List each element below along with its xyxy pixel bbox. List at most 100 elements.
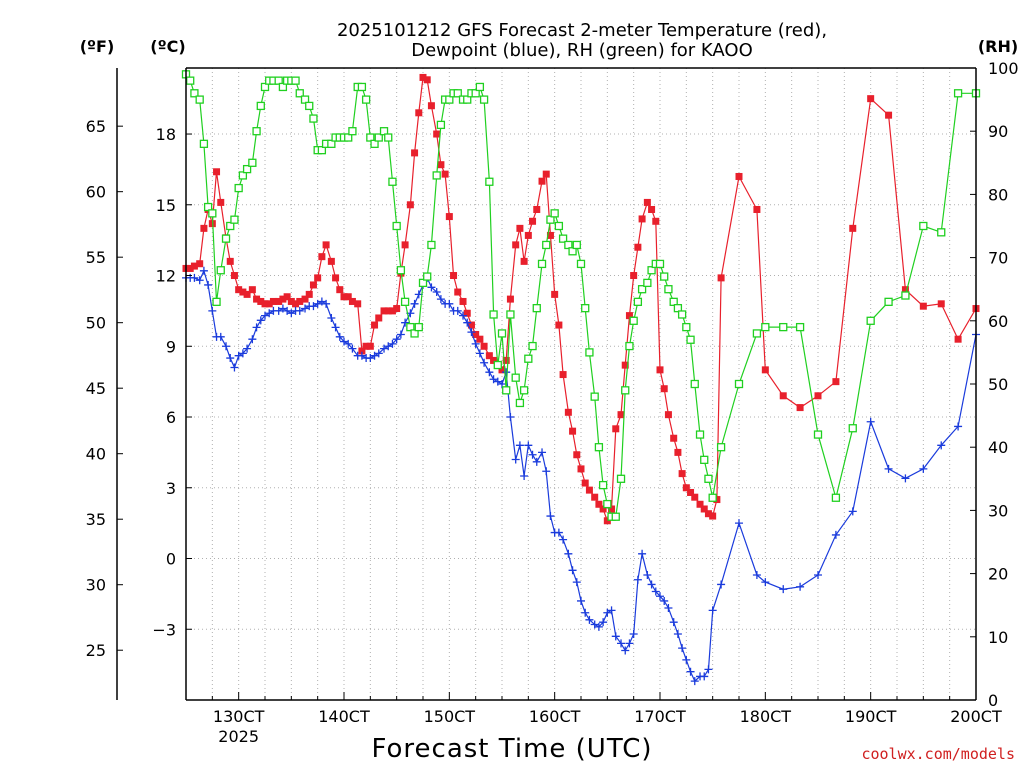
celsius-unit-label: (ºC) (150, 37, 185, 56)
temperature-point (849, 224, 857, 232)
rh-point (195, 95, 204, 104)
dewpoint-point (396, 330, 405, 339)
temperature-point (318, 253, 326, 261)
temperature-point (433, 130, 441, 138)
rh-point (274, 76, 283, 85)
temperature-point (415, 109, 423, 117)
dewpoint-point (498, 380, 506, 388)
rh-point (309, 114, 318, 123)
dewpoint-point (559, 535, 568, 544)
rh-point (238, 171, 248, 180)
rh-point (361, 95, 371, 104)
rh-point (379, 127, 389, 136)
dewpoint-point (568, 566, 577, 575)
temperature-point (239, 288, 247, 296)
dewpoint-point (796, 582, 805, 591)
dewpoint-point (453, 306, 462, 315)
rh-point (291, 76, 300, 85)
celsius-tick-label: 12 (156, 267, 176, 286)
temperature-point (261, 300, 269, 308)
dewpoint-point (226, 354, 235, 363)
rh-point (695, 430, 705, 439)
rh-point (414, 322, 423, 332)
x-axis-title: Forecast Time (UTC) (371, 734, 652, 764)
temperature-point (384, 307, 392, 315)
chart-title-line-1: 2025101212 GFS Forecast 2-meter Temperat… (337, 20, 827, 41)
rh-point (406, 322, 415, 332)
dewpoint-point (594, 622, 603, 631)
temperature-point (591, 493, 599, 501)
rh-point (568, 247, 577, 256)
dewpoint-point (590, 620, 599, 629)
dewpoint-point (524, 441, 533, 450)
dewpoint-point (704, 665, 713, 674)
dewpoint-point (735, 519, 743, 528)
rh-point (704, 474, 713, 483)
rh-point (542, 240, 551, 250)
rh-point (716, 443, 726, 452)
rh-point (212, 297, 221, 306)
dewpoint-point (370, 351, 379, 360)
rh-point (519, 386, 529, 395)
rh-point (831, 493, 841, 502)
rh-point (901, 291, 910, 300)
temperature-point (467, 321, 475, 329)
rh-point (485, 177, 494, 186)
temperature-point (253, 295, 261, 303)
rh-point (576, 259, 586, 269)
dewpoint-point (686, 667, 695, 676)
temperature-point (713, 496, 721, 504)
temperature-point (648, 205, 656, 213)
rh-point (226, 221, 235, 231)
dewpoint-point (621, 646, 630, 655)
rh-point (230, 215, 239, 224)
temperature-point (779, 392, 787, 400)
temperature-point (279, 295, 287, 303)
dewpoint-point (357, 351, 366, 360)
temperature-point (480, 342, 488, 350)
temperature-point (687, 488, 695, 496)
dewpoint-point (581, 608, 590, 617)
temperature-point (485, 352, 493, 360)
rh-point (248, 158, 257, 167)
rh-point (532, 304, 541, 313)
rh-point (572, 240, 581, 250)
dewpoint-point (515, 441, 524, 450)
rh-point (919, 221, 928, 231)
rh-point (256, 101, 265, 111)
x-tick-label: 170CT (634, 707, 686, 726)
dewpoint-point (752, 571, 761, 580)
temperature-point (472, 330, 480, 338)
rh-point (463, 95, 472, 104)
rh-point (234, 183, 243, 193)
temperature-point (674, 448, 682, 456)
rh-point (660, 272, 669, 281)
temperature-point (603, 517, 611, 525)
temperature-point (595, 500, 603, 508)
rh-point (374, 133, 383, 142)
x-tick-label: 200CT (950, 707, 1002, 726)
dewpoint-point (511, 455, 520, 464)
temperature-point (366, 342, 374, 350)
dewpoint-point (348, 344, 357, 353)
dewpoint-point (410, 299, 419, 308)
dewpoint-point (274, 306, 283, 315)
dewpoint-point (340, 337, 348, 346)
rh-point (611, 512, 620, 521)
temperature-point (248, 286, 256, 294)
celsius-tick-label: −3 (152, 620, 176, 639)
x-tick-sublabel: 2025 (218, 727, 259, 746)
dewpoint-point (301, 304, 310, 313)
rh-point (537, 259, 547, 269)
dewpoint-point (532, 457, 541, 466)
dewpoint-point (322, 299, 331, 308)
temperature-point (213, 168, 221, 176)
dewpoint-point (678, 644, 687, 653)
dewpoint-point (445, 299, 454, 308)
x-tick-label: 130CT (213, 707, 265, 726)
rh-point (511, 373, 520, 382)
temperature-point (358, 347, 366, 355)
temperature-point (322, 241, 330, 249)
rh-point (427, 240, 436, 250)
